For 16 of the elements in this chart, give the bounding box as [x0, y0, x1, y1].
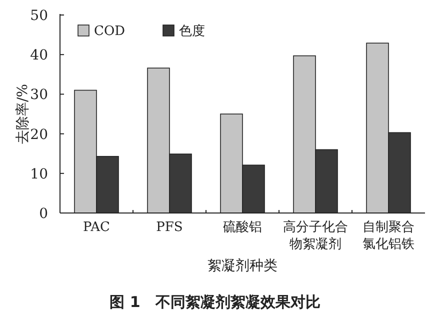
y-tick-label: 20: [30, 126, 48, 143]
y-tick-label: 50: [30, 8, 48, 24]
x-tick-label: PFS: [156, 220, 183, 235]
x-tick-label: 高分子化合物絮凝剂: [283, 219, 348, 252]
y-axis-title: 去除率/%: [15, 84, 31, 144]
text: 图 1 不同絮凝剂絮凝效果对比: [110, 293, 320, 311]
x-tick-label: 自制聚合氯化铝铁: [362, 220, 414, 252]
x-tick-label: 硫酸铝: [223, 220, 262, 235]
legend-label: 色度: [179, 23, 205, 39]
y-tick-label: 40: [30, 48, 48, 64]
y-tick-label: 0: [39, 206, 48, 222]
y-tick-label: 10: [30, 166, 48, 182]
y-tick-label: 30: [30, 87, 48, 104]
legend-label: COD: [94, 24, 126, 39]
x-axis-title: 絮凝剂种类: [208, 258, 278, 274]
x-tick-label: PAC: [83, 220, 110, 235]
